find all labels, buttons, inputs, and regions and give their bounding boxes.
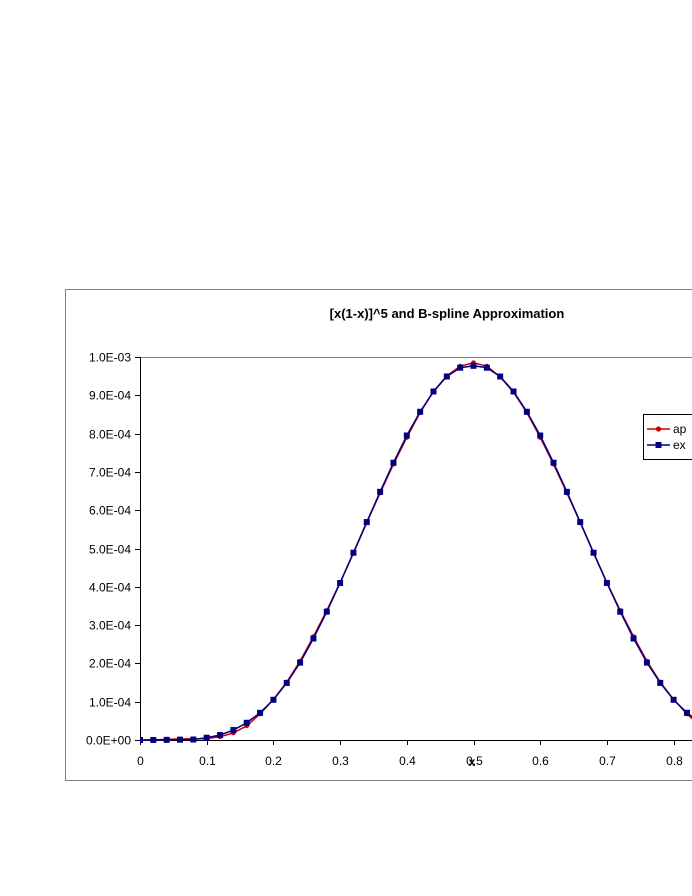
- data-point-ex: [643, 659, 650, 666]
- y-tick-label: 3.0E-04: [89, 619, 131, 633]
- data-point-ex: [203, 734, 210, 741]
- x-tick-label: 0.3: [332, 754, 349, 768]
- data-point-ex: [177, 736, 184, 743]
- data-point-ex: [590, 549, 597, 556]
- legend-box: [643, 414, 692, 460]
- data-point-ex: [310, 635, 317, 642]
- data-point-ex: [470, 362, 477, 369]
- data-point-ex: [390, 459, 397, 466]
- legend-marker-ap: [655, 426, 662, 432]
- x-tick-label: 0: [137, 754, 144, 768]
- data-point-ex: [603, 579, 610, 586]
- y-tick-label: 8.0E-04: [89, 428, 131, 442]
- x-tick-label: 0.4: [399, 754, 416, 768]
- y-tick-label: 2.0E-04: [89, 657, 131, 671]
- data-point-ex: [323, 608, 330, 615]
- data-point-ex: [150, 736, 157, 743]
- y-tick-label: 6.0E-04: [89, 504, 131, 518]
- y-tick-label: 0.0E+00: [86, 734, 131, 748]
- data-point-ex: [510, 388, 517, 395]
- data-point-ex: [537, 432, 544, 439]
- data-point-ex: [163, 736, 170, 743]
- data-point-ex: [403, 432, 410, 439]
- y-tick-label: 4.0E-04: [89, 581, 131, 595]
- data-point-ex: [283, 679, 290, 686]
- data-point-ex: [617, 608, 624, 615]
- legend-marker-ex: [655, 442, 662, 448]
- data-point-ex: [457, 364, 464, 371]
- x-axis-title: x: [469, 755, 476, 769]
- data-point-ex: [243, 719, 250, 726]
- data-point-ex: [190, 736, 197, 743]
- data-point-ex: [563, 488, 570, 495]
- legend: ap ex: [643, 414, 692, 460]
- series-layer: [140, 360, 692, 743]
- data-point-ex: [230, 727, 237, 734]
- y-tick-label: 1.0E-04: [89, 696, 131, 710]
- data-point-ex: [670, 696, 677, 703]
- x-tick-label: 0.2: [265, 754, 282, 768]
- data-point-ex: [550, 459, 557, 466]
- data-point-ex: [523, 408, 530, 415]
- data-point-ex: [630, 635, 637, 642]
- x-axis: 0 0.1 0.2 0.3 0.4 0.5 0.6 0.7 0.8: [137, 740, 683, 768]
- data-point-ex: [217, 732, 224, 739]
- x-tick-label: 0.8: [666, 754, 683, 768]
- data-point-ex: [577, 519, 584, 526]
- x-tick-label: 0.1: [199, 754, 216, 768]
- data-point-ex: [140, 737, 143, 743]
- data-point-ex: [270, 696, 277, 703]
- legend-label-ap: ap: [673, 422, 687, 436]
- y-tick-label: 7.0E-04: [89, 466, 131, 480]
- data-point-ex: [483, 364, 490, 371]
- y-tick-label: 1.0E-03: [89, 351, 131, 365]
- chart-title: [x(1-x)]^5 and B-spline Approximation: [330, 306, 565, 321]
- y-axis: 0.0E+00 1.0E-04 2.0E-04 3.0E-04 4.0E-04 5.0E-…: [86, 351, 140, 748]
- data-point-ex: [497, 373, 504, 380]
- legend-label-ex: ex: [673, 438, 686, 452]
- data-point-ex: [257, 709, 264, 716]
- data-point-ex: [657, 679, 664, 686]
- x-tick-label: 0.7: [599, 754, 616, 768]
- data-point-ex: [350, 549, 357, 556]
- data-point-ex: [363, 519, 370, 526]
- data-point-ex: [443, 373, 450, 380]
- data-point-ex: [377, 488, 384, 495]
- y-tick-label: 9.0E-04: [89, 389, 131, 403]
- data-point-ex: [430, 388, 437, 395]
- data-point-ex: [417, 408, 424, 415]
- x-tick-label: 0.6: [532, 754, 549, 768]
- plot-area: [140, 357, 692, 741]
- y-tick-label: 5.0E-04: [89, 543, 131, 557]
- series-ex: [140, 362, 692, 743]
- data-point-ex: [297, 659, 304, 666]
- chart-area-border: [65, 289, 692, 781]
- data-point-ex: [683, 709, 690, 716]
- data-point-ex: [337, 579, 344, 586]
- x-tick-label: 0.5: [466, 754, 483, 768]
